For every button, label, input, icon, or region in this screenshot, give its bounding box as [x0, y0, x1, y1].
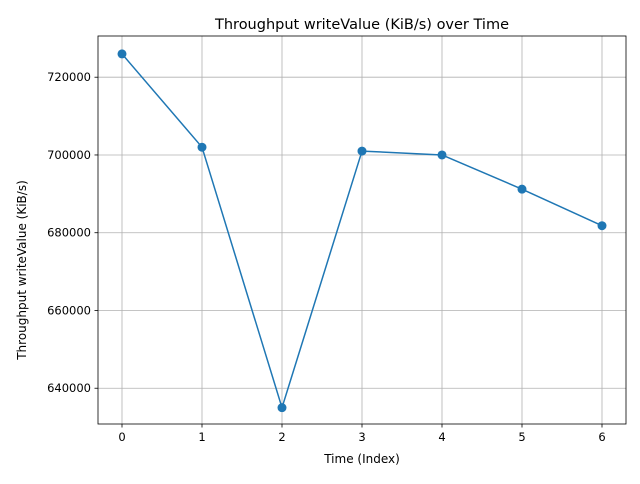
x-tick-label: 3 [358, 430, 365, 444]
x-tick-label: 5 [518, 430, 525, 444]
x-tick-label: 0 [118, 430, 125, 444]
data-point [117, 49, 127, 59]
x-tick-label: 6 [598, 430, 605, 444]
x-axis-ticks: 0 1 2 3 4 5 6 [118, 424, 606, 444]
data-point [437, 150, 447, 160]
y-tick-label: 640000 [47, 381, 91, 395]
x-axis-label: Time (Index) [323, 452, 400, 466]
x-tick-label: 4 [438, 430, 445, 444]
x-tick-label: 2 [278, 430, 285, 444]
data-point [277, 403, 287, 413]
grid [98, 36, 626, 424]
y-tick-label: 680000 [47, 226, 91, 240]
y-tick-label: 720000 [47, 70, 91, 84]
y-axis-label: Throughput writeValue (KiB/s) [15, 180, 29, 361]
series-layer [117, 49, 607, 413]
data-point [597, 221, 607, 231]
y-tick-label: 700000 [47, 148, 91, 162]
x-tick-label: 1 [198, 430, 205, 444]
data-point [197, 142, 207, 152]
y-axis-ticks: 640000 660000 680000 700000 720000 [47, 70, 98, 395]
chart-title: Throughput writeValue (KiB/s) over Time [214, 17, 509, 33]
y-tick-label: 660000 [47, 303, 91, 317]
data-point [357, 146, 367, 156]
data-point [517, 184, 527, 194]
